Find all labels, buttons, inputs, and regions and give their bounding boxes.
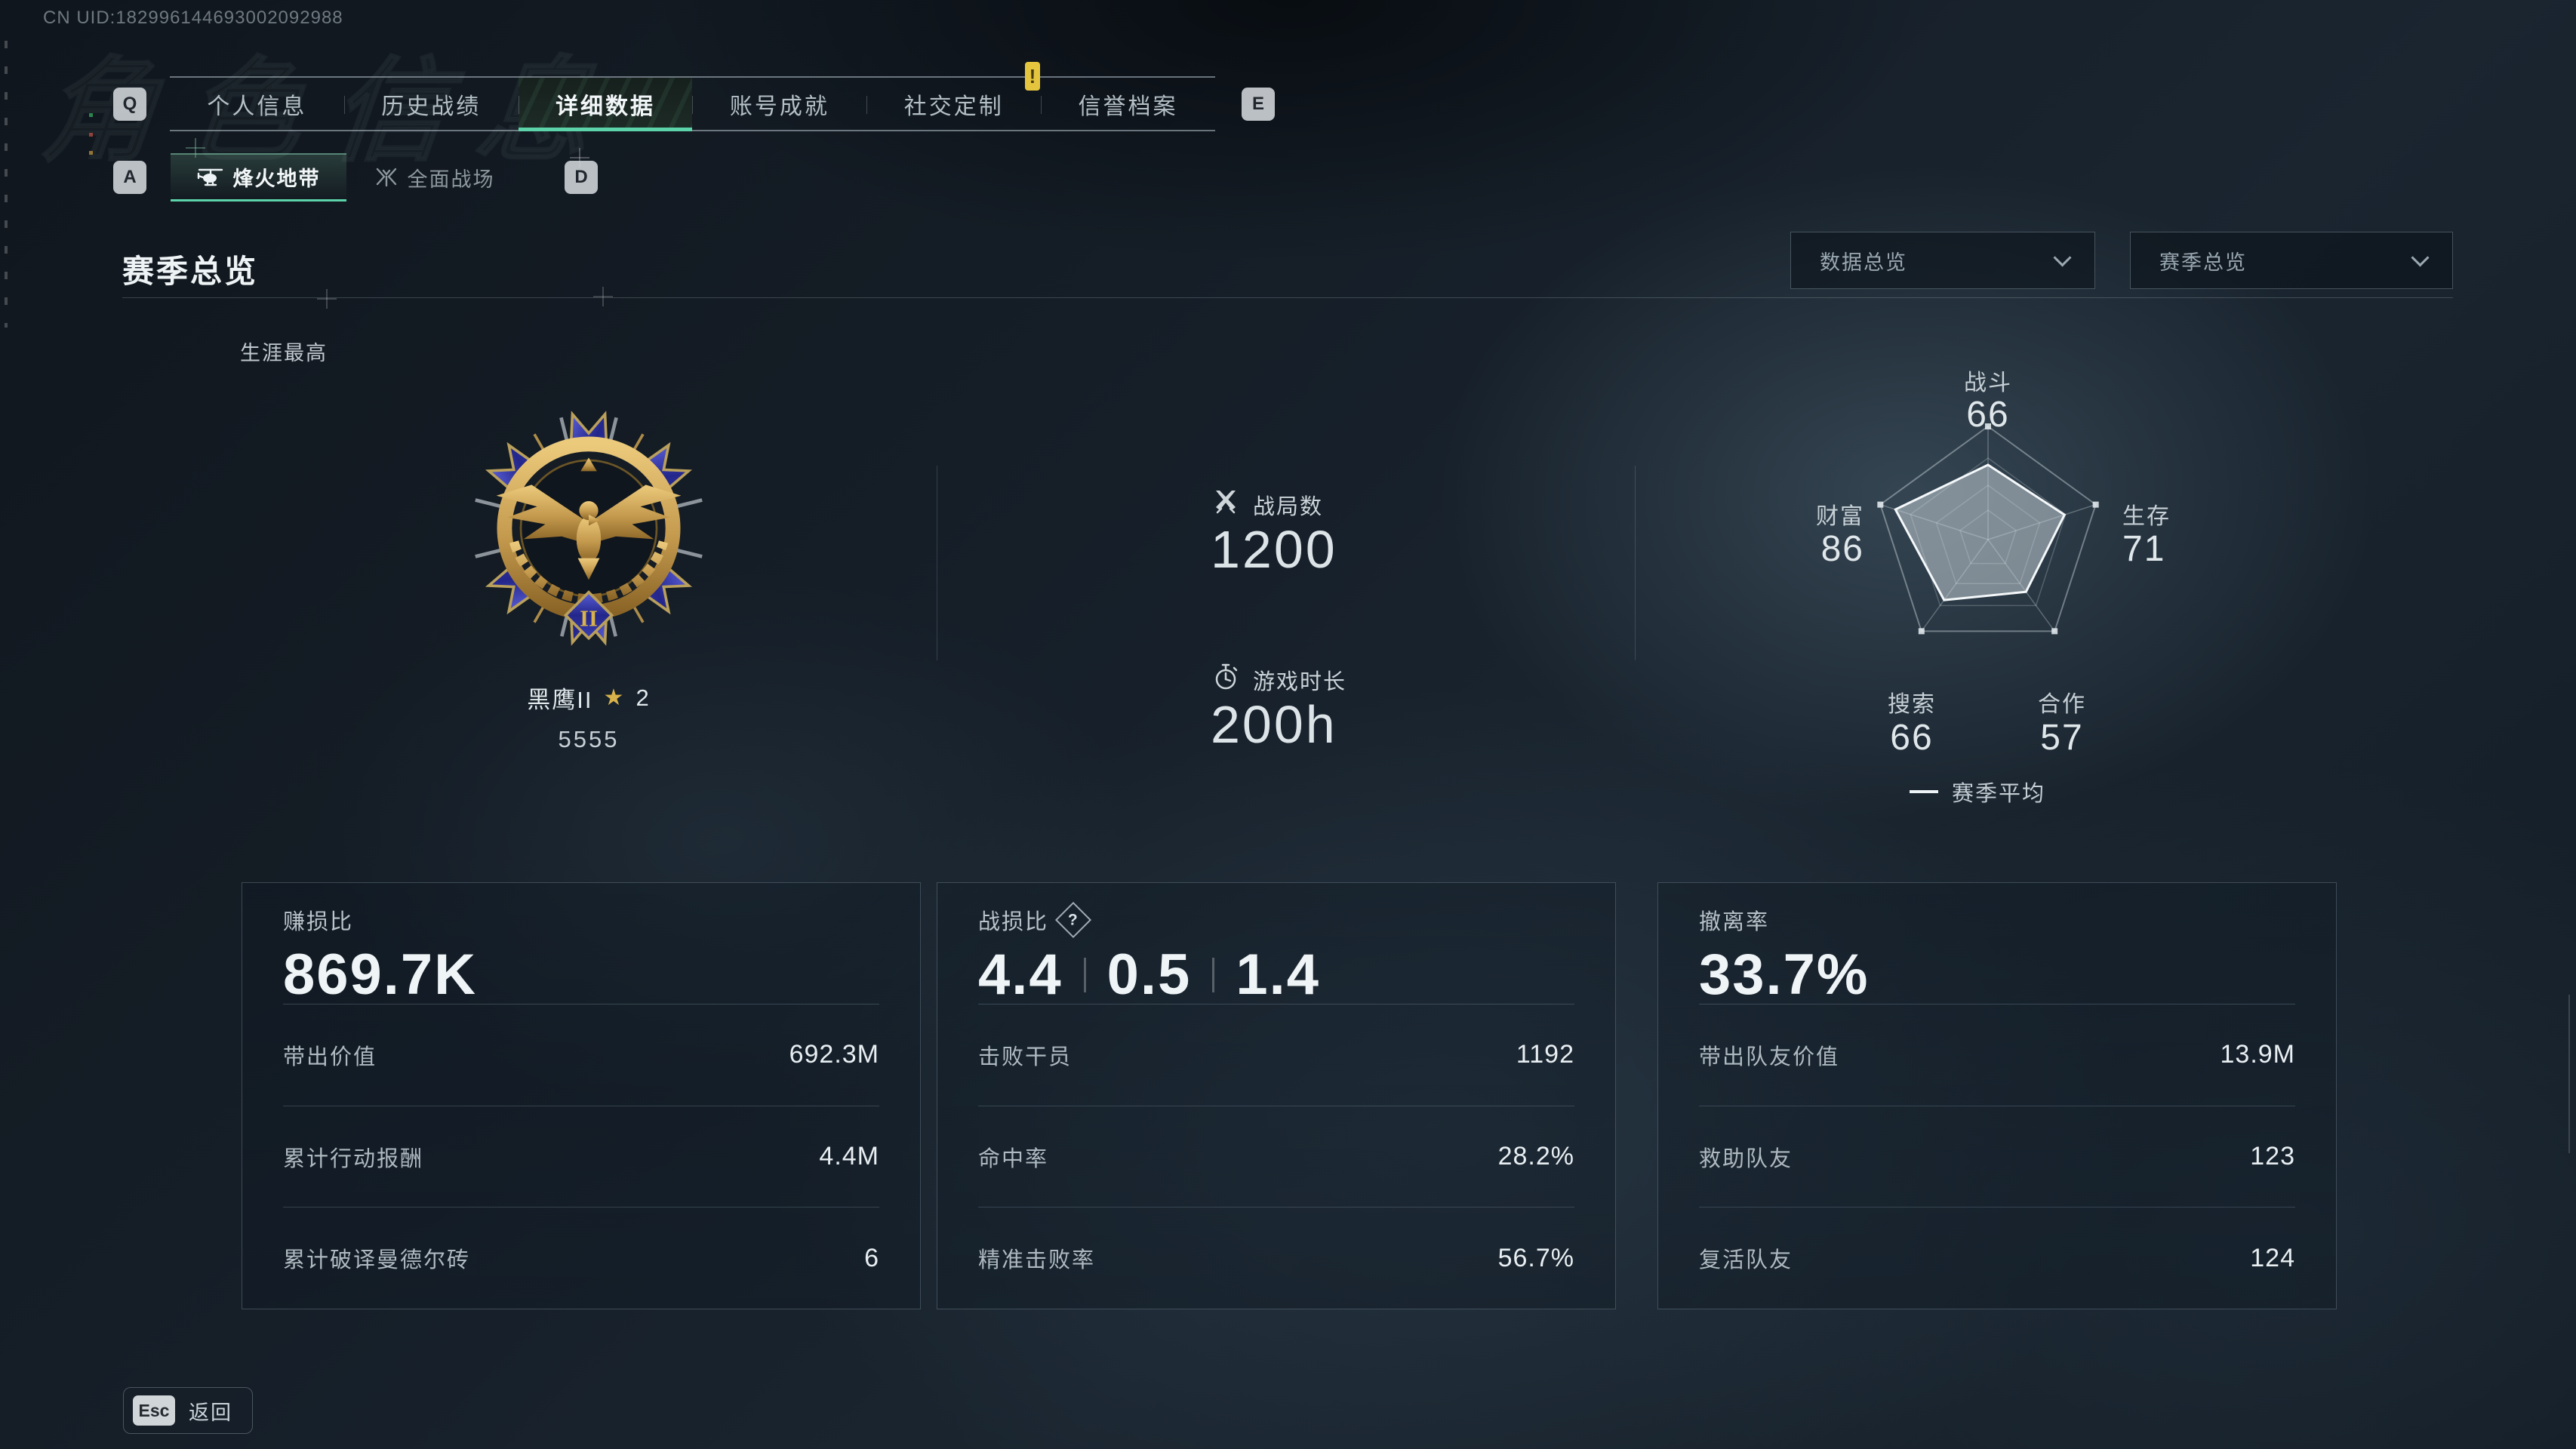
tab-personal-info[interactable]: 个人信息: [207, 94, 307, 119]
medal-image: II: [475, 411, 703, 646]
legend-line-swatch: [1909, 790, 1938, 793]
stat-row: 命中率 28.2%: [978, 1106, 1574, 1208]
career-best-label: 生涯最高: [240, 342, 328, 365]
radar-axis-label: 财富: [1816, 504, 1864, 529]
notification-badge: !: [1025, 62, 1040, 91]
medal-name: 黑鹰II: [527, 687, 593, 713]
stat-row: 击败干员 1192: [978, 1004, 1574, 1106]
right-edge-mark: [2568, 995, 2570, 1153]
back-button[interactable]: Esc 返回: [123, 1387, 253, 1434]
decor-cross: [593, 287, 613, 306]
subtab-label: 烽火地带: [232, 168, 321, 190]
esc-keycap: Esc: [133, 1395, 175, 1426]
card-title: 战损比: [978, 910, 1049, 934]
card-big-value: 1.4: [1236, 943, 1320, 1007]
subtab-full-battlefield[interactable]: 全面战场: [346, 153, 522, 202]
crossed-knives-icon: [1211, 487, 1241, 523]
medal-name-row: 黑鹰II ★ 2: [423, 681, 755, 715]
subtab-label: 全面战场: [407, 168, 495, 191]
medal-tier: II: [580, 606, 598, 632]
stat-row: 累计破译曼德尔砖 6: [283, 1243, 879, 1273]
left-ruler-ticks: [5, 41, 8, 328]
value-separator: [1212, 957, 1215, 992]
decor-dot-green: [89, 113, 93, 117]
radar-axis-label: 搜索: [1888, 692, 1936, 717]
radar-axis-value: 86: [1820, 529, 1864, 569]
dropdown-value: 赛季总览: [2159, 251, 2247, 274]
card-header: 战损比 ? 4.4 0.5 1.4: [978, 883, 1574, 1007]
medal-score: 5555: [558, 726, 620, 752]
decor-dot-orange: [89, 151, 93, 155]
playtime-label-row: 游戏时长: [1211, 662, 1346, 698]
keyhint-a: A: [113, 161, 146, 194]
card-big-value: 4.4: [978, 943, 1063, 1007]
page-title: 赛季总览: [122, 254, 259, 289]
keyhint-e: E: [1242, 88, 1275, 121]
card-big-value: 869.7K: [283, 943, 478, 1007]
tab-history-record[interactable]: 历史战绩: [343, 78, 519, 130]
battlefield-icon: [374, 166, 399, 189]
stat-row: 带出队友价值 13.9M: [1699, 1004, 2295, 1106]
card-header: 赚损比 869.7K: [283, 883, 879, 1007]
tab-social-customization[interactable]: 社交定制: [866, 78, 1041, 130]
card-profit-loss: 赚损比 869.7K 带出价值 692.3M 累计行动报酬 4.4M 累计破译曼…: [242, 882, 921, 1309]
title-divider: [122, 297, 2453, 298]
playtime-label: 游戏时长: [1253, 670, 1347, 694]
mode-tab-bar: 烽火地带 全面战场: [171, 153, 522, 202]
card-kd-ratio: 战损比 ? 4.4 0.5 1.4 击败干员 1192 命中率 28.2% 精准…: [937, 882, 1616, 1309]
stat-row: 带出价值 692.3M: [283, 1004, 879, 1106]
data-scope-dropdown[interactable]: 数据总览: [1790, 232, 2095, 289]
stopwatch-icon: [1211, 662, 1241, 698]
vertical-divider: [1635, 466, 1636, 660]
stat-row: 精准击败率 56.7%: [978, 1243, 1574, 1273]
keyhint-d: D: [565, 161, 598, 194]
playtime-value: 200h: [1211, 695, 1337, 754]
card-extraction-rate: 撤离率 33.7% 带出队友价值 13.9M 救助队友 123 复活队友 124: [1657, 882, 2337, 1309]
card-big-value: 33.7%: [1699, 943, 1870, 1007]
star-icon: ★: [603, 685, 626, 710]
main-tab-bar: 个人信息 历史战绩 详细数据 账号成就 社交定制 信誉档案: [170, 76, 1215, 131]
season-scope-dropdown[interactable]: 赛季总览: [2130, 232, 2453, 289]
card-title: 撤离率: [1699, 910, 1770, 934]
radar-axis-value: 57: [2040, 718, 2084, 758]
radar-chart: [1877, 423, 2099, 635]
value-separator: [1083, 957, 1086, 992]
decor-dot-red: [89, 133, 93, 137]
decor-cross: [317, 289, 337, 309]
radar-axis-value: 66: [1890, 718, 1934, 758]
decor-cross: [570, 148, 589, 168]
stat-row: 救助队友 123: [1699, 1106, 2295, 1208]
decor-cross: [186, 138, 205, 158]
matches-label-row: 战局数: [1211, 487, 1323, 523]
card-title: 赚损比: [283, 910, 354, 934]
stat-row: 累计行动报酬 4.4M: [283, 1106, 879, 1208]
chevron-down-icon: [2053, 248, 2072, 267]
back-label: 返回: [189, 1401, 232, 1424]
matches-label: 战局数: [1253, 495, 1324, 519]
stat-row: 复活队友 124: [1699, 1243, 2295, 1273]
help-icon[interactable]: ?: [1054, 901, 1092, 939]
radar-axis-label: 战斗: [1964, 371, 2012, 395]
helicopter-icon: [197, 166, 224, 189]
radar-legend: 赛季平均: [1842, 776, 2113, 808]
card-big-value: 0.5: [1106, 943, 1192, 1007]
player-uid: CN UID:182996144693002092988: [43, 8, 343, 28]
tab-account-achievements[interactable]: 账号成就: [692, 78, 866, 130]
keyhint-q: Q: [113, 88, 146, 121]
chevron-down-icon: [2411, 248, 2430, 267]
matches-value: 1200: [1211, 520, 1337, 579]
radar-axis-value: 66: [1966, 395, 2010, 435]
tab-detailed-data[interactable]: 详细数据: [518, 78, 693, 131]
legend-label: 赛季平均: [1951, 782, 2045, 806]
subtab-fire-zone[interactable]: 烽火地带: [171, 153, 346, 202]
card-header: 撤离率 33.7%: [1699, 883, 2295, 1007]
radar-axis-value: 71: [2122, 529, 2166, 569]
tab-reputation-file[interactable]: 信誉档案: [1041, 78, 1215, 130]
medal-star-count: 2: [636, 684, 651, 711]
radar-axis-label: 生存: [2122, 504, 2171, 529]
dropdown-value: 数据总览: [1820, 251, 1907, 274]
radar-axis-label: 合作: [2038, 692, 2086, 717]
